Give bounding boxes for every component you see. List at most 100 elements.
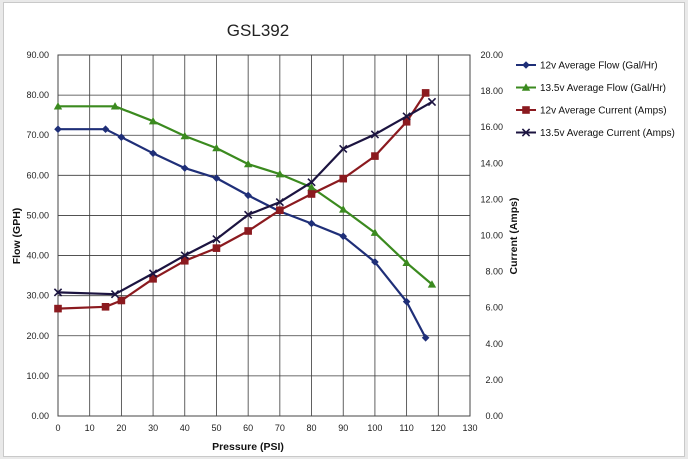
y2-tick-label: 8.00 xyxy=(485,267,503,277)
y2-tick-label: 20.00 xyxy=(480,50,503,60)
y-tick-label: 90.00 xyxy=(26,50,49,60)
data-point xyxy=(522,106,530,114)
y-tick-label: 0.00 xyxy=(31,411,49,421)
legend-label: 12v Average Flow (Gal/Hr) xyxy=(540,61,658,72)
y2-tick-label: 12.00 xyxy=(480,194,503,204)
data-point xyxy=(371,152,379,160)
y-tick-label: 10.00 xyxy=(26,371,49,381)
y-tick-label: 70.00 xyxy=(26,130,49,140)
data-point xyxy=(402,117,411,126)
data-point xyxy=(427,280,437,288)
y-tick-label: 20.00 xyxy=(26,331,49,341)
series-line xyxy=(57,100,433,296)
x-tick-label: 0 xyxy=(55,423,60,433)
y-tick-label: 60.00 xyxy=(26,170,49,180)
data-point xyxy=(307,219,316,228)
data-point xyxy=(149,275,157,283)
y2-tick-label: 0.00 xyxy=(485,411,503,421)
legend-item: 12v Average Current (Amps) xyxy=(516,106,667,117)
data-point xyxy=(427,97,437,107)
data-point xyxy=(149,149,157,158)
data-point xyxy=(110,102,120,110)
y2-tick-label: 6.00 xyxy=(485,303,503,313)
series-line xyxy=(57,92,427,310)
data-point xyxy=(117,296,126,305)
data-point xyxy=(307,183,316,191)
series-2 xyxy=(53,102,437,288)
data-point xyxy=(53,102,63,110)
data-point xyxy=(421,333,430,342)
legend-item: 13.5v Average Current (Amps) xyxy=(516,128,675,139)
data-point xyxy=(53,288,63,297)
data-point xyxy=(275,197,285,207)
x-axis-title: Pressure (PSI) xyxy=(212,441,284,453)
chart-title: GSL392 xyxy=(227,21,289,40)
series-4 xyxy=(53,97,437,299)
x-tick-label: 40 xyxy=(180,423,190,433)
data-point xyxy=(339,144,348,154)
data-point xyxy=(212,244,221,252)
y2-axis-title: Current (Amps) xyxy=(508,197,520,274)
data-point xyxy=(421,89,430,97)
y2-tick-label: 10.00 xyxy=(480,231,503,241)
data-point xyxy=(307,190,316,198)
data-point xyxy=(276,206,284,215)
data-point xyxy=(244,227,252,235)
data-point xyxy=(148,269,158,278)
x-tick-label: 90 xyxy=(338,423,348,433)
x-tick-label: 130 xyxy=(462,423,477,433)
x-tick-label: 20 xyxy=(116,423,126,433)
data-point xyxy=(212,143,221,152)
y-axis-title: Flow (GPH) xyxy=(11,208,23,265)
data-point xyxy=(243,210,253,219)
data-point xyxy=(275,169,285,178)
y-tick-label: 40.00 xyxy=(26,251,49,261)
series-line xyxy=(58,105,433,286)
x-tick-label: 70 xyxy=(275,423,285,433)
x-tick-label: 80 xyxy=(307,423,317,433)
data-point xyxy=(212,174,221,182)
data-point xyxy=(402,112,411,121)
data-point xyxy=(307,178,316,187)
data-point xyxy=(54,125,62,134)
plot-area xyxy=(57,54,471,417)
y-tick-label: 50.00 xyxy=(26,210,49,220)
data-point xyxy=(339,205,348,213)
x-tick-label: 120 xyxy=(431,423,446,433)
data-point xyxy=(371,258,379,266)
data-point xyxy=(180,251,189,260)
y-tick-label: 80.00 xyxy=(26,90,49,100)
data-point xyxy=(243,159,253,168)
data-point xyxy=(244,191,252,200)
x-tick-label: 30 xyxy=(148,423,158,433)
legend-item: 13.5v Average Flow (Gal/Hr) xyxy=(516,83,666,94)
y2-tick-label: 18.00 xyxy=(480,86,503,96)
series-3 xyxy=(54,89,430,313)
data-point xyxy=(402,258,411,266)
data-point xyxy=(117,133,126,142)
data-point xyxy=(522,61,530,69)
series-1 xyxy=(54,125,430,342)
data-point xyxy=(101,125,110,134)
data-point xyxy=(521,128,531,137)
data-point xyxy=(339,174,348,183)
legend-label: 13.5v Average Current (Amps) xyxy=(540,128,675,139)
data-point xyxy=(180,164,189,172)
data-point xyxy=(212,234,221,244)
y2-tick-label: 4.00 xyxy=(485,339,503,349)
y2-tick-label: 2.00 xyxy=(485,375,503,385)
x-tick-label: 50 xyxy=(211,423,221,433)
y-tick-label: 30.00 xyxy=(26,291,49,301)
legend-label: 12v Average Current (Amps) xyxy=(540,106,667,117)
y2-tick-label: 16.00 xyxy=(480,122,503,132)
data-point xyxy=(180,131,189,140)
data-point xyxy=(370,130,380,139)
data-point xyxy=(110,289,120,299)
legend: 12v Average Flow (Gal/Hr) 13.5v Average F… xyxy=(516,61,675,139)
data-point xyxy=(148,116,158,125)
chart-frame xyxy=(3,2,685,457)
legend-label: 13.5v Average Flow (Gal/Hr) xyxy=(540,83,666,94)
x-tick-label: 100 xyxy=(367,423,382,433)
series-group xyxy=(53,89,437,342)
